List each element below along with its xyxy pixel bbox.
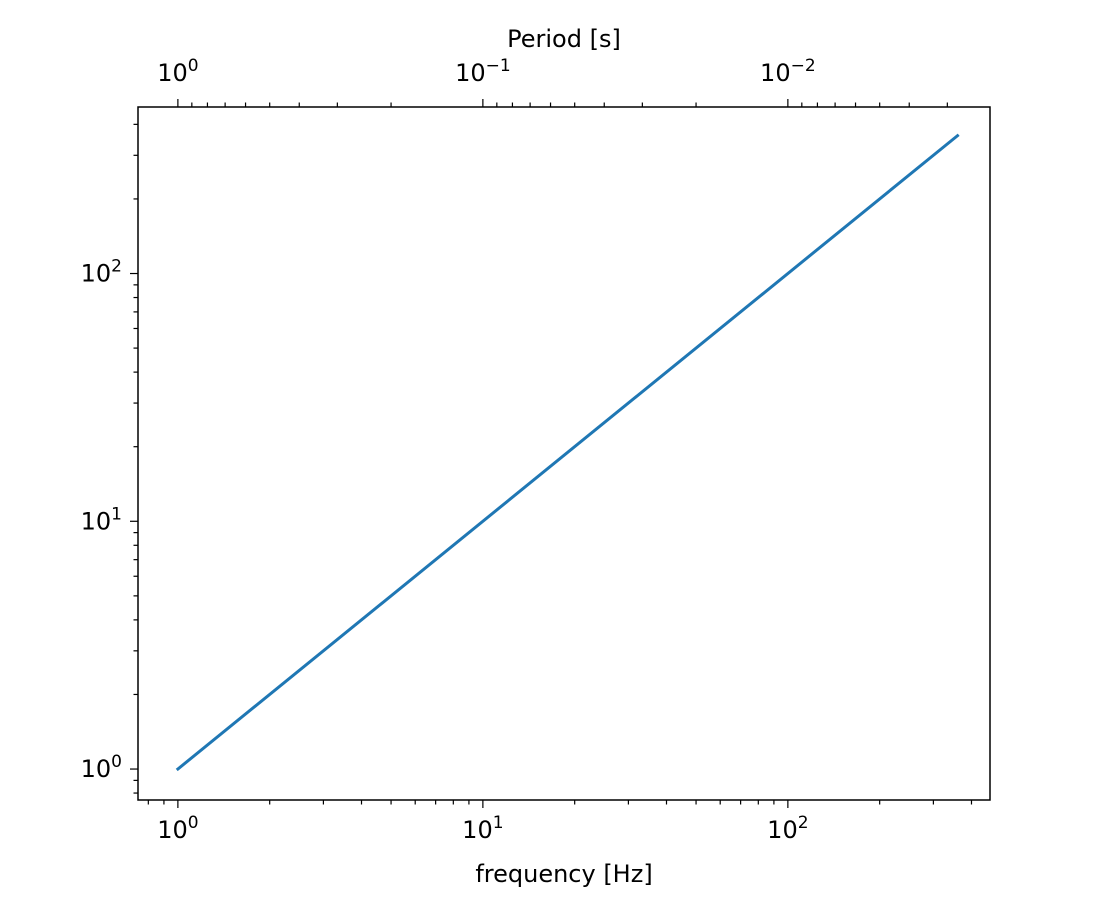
top-x-tick-label: 100: [157, 56, 198, 87]
x-axis-label: frequency [Hz]: [475, 860, 652, 888]
plot-frame: [137, 106, 991, 801]
x-tick-label: 100: [157, 813, 198, 844]
secondary-x-axis-label: Period [s]: [507, 25, 621, 53]
y-tick-label: 101: [81, 504, 122, 535]
y-tick-label: 102: [81, 257, 122, 288]
series-line: [175, 133, 960, 772]
top-x-tick-label: 10−2: [760, 56, 816, 87]
series-group: [175, 133, 960, 772]
top-x-tick-label: 10−1: [455, 56, 511, 87]
x-tick-label: 101: [462, 813, 503, 844]
y-tick-label: 100: [81, 752, 122, 783]
x-tick-label: 102: [767, 813, 808, 844]
tick-group: 100 101 102 100 101 102 100 10−1 10−2: [81, 56, 973, 844]
